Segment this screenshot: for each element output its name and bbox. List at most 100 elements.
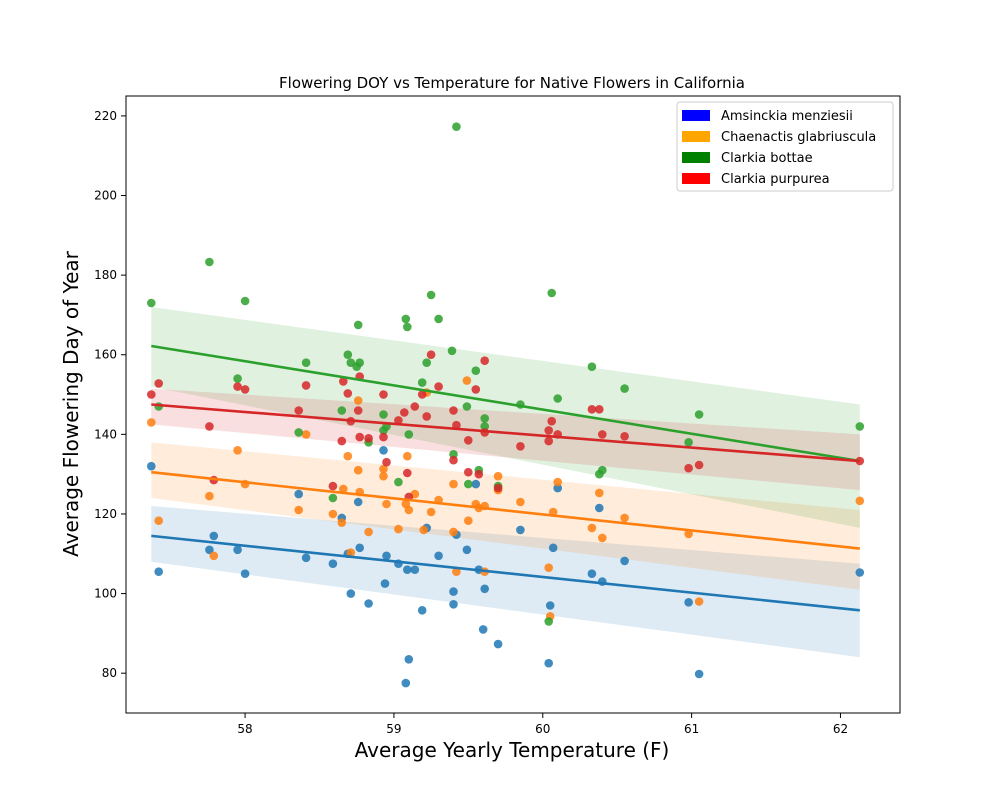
data-point bbox=[209, 551, 219, 561]
data-point bbox=[147, 298, 156, 308]
data-point bbox=[417, 390, 427, 399]
data-point bbox=[404, 655, 414, 664]
data-point bbox=[339, 484, 348, 494]
data-point bbox=[394, 416, 403, 425]
chart-title: Flowering DOY vs Temperature for Native … bbox=[279, 74, 745, 92]
data-point bbox=[422, 358, 432, 368]
data-point bbox=[379, 390, 388, 399]
data-point bbox=[337, 436, 347, 446]
data-point bbox=[684, 463, 693, 473]
data-point bbox=[544, 563, 553, 572]
data-point bbox=[449, 450, 458, 459]
y-tick-label: 220 bbox=[94, 109, 117, 123]
plot-area-frame bbox=[125, 95, 901, 714]
data-point bbox=[694, 669, 704, 679]
data-point bbox=[301, 381, 311, 390]
data-point bbox=[401, 314, 411, 324]
data-point bbox=[355, 543, 365, 553]
data-point bbox=[301, 358, 311, 368]
data-point bbox=[493, 483, 503, 493]
data-point bbox=[471, 479, 481, 489]
data-point bbox=[595, 405, 604, 414]
x-tick-label: 59 bbox=[386, 722, 401, 736]
data-point bbox=[147, 418, 156, 427]
data-point bbox=[587, 569, 597, 578]
data-point bbox=[426, 290, 436, 300]
data-point bbox=[382, 499, 391, 509]
data-point bbox=[548, 543, 558, 553]
data-point bbox=[516, 442, 525, 451]
data-point bbox=[209, 531, 219, 541]
data-point bbox=[595, 503, 604, 513]
data-point bbox=[587, 523, 597, 533]
data-point bbox=[147, 390, 156, 399]
series-points-clarkia-purpurea bbox=[147, 350, 865, 502]
data-point bbox=[434, 551, 443, 561]
data-point bbox=[545, 601, 555, 610]
data-point bbox=[449, 587, 458, 596]
data-point bbox=[464, 479, 473, 489]
legend-swatch-chaenactis-glabriuscula bbox=[682, 131, 710, 142]
data-point bbox=[547, 288, 556, 298]
data-point bbox=[353, 406, 363, 415]
data-point bbox=[620, 513, 629, 523]
data-point bbox=[328, 481, 338, 491]
data-point bbox=[403, 468, 412, 478]
data-point bbox=[452, 122, 461, 131]
regression-lines bbox=[151, 344, 861, 612]
data-point bbox=[328, 509, 338, 519]
data-point bbox=[620, 432, 629, 441]
data-point bbox=[598, 465, 607, 475]
confidence-band-chaenactis-glabriuscula bbox=[151, 442, 860, 590]
legend-label-amsinckia-menziesii: Amsinckia menziesii bbox=[721, 109, 853, 124]
data-point bbox=[382, 457, 391, 467]
legend-label-clarkia-bottae: Clarkia bottae bbox=[721, 151, 813, 166]
data-point bbox=[684, 598, 693, 607]
confidence-bands bbox=[151, 306, 860, 658]
data-point bbox=[353, 320, 363, 330]
legend-swatch-amsinckia-menziesii bbox=[682, 110, 710, 121]
data-point bbox=[462, 545, 472, 555]
data-point bbox=[410, 402, 420, 411]
data-point bbox=[474, 469, 484, 479]
y-tick-label: 180 bbox=[94, 268, 117, 282]
confidence-band-clarkia-purpurea bbox=[151, 388, 860, 491]
data-point bbox=[516, 497, 525, 507]
data-point bbox=[343, 389, 353, 398]
data-point bbox=[694, 460, 704, 470]
confidence-band-clarkia-bottae bbox=[151, 306, 860, 528]
data-point bbox=[449, 406, 458, 415]
data-point bbox=[394, 524, 403, 534]
data-point bbox=[449, 455, 458, 465]
data-point bbox=[379, 432, 388, 442]
data-point bbox=[364, 599, 373, 608]
data-point bbox=[516, 525, 525, 535]
data-point bbox=[434, 382, 443, 391]
data-point bbox=[478, 625, 488, 634]
data-point bbox=[339, 377, 348, 386]
data-point bbox=[337, 406, 347, 415]
data-point bbox=[471, 385, 481, 394]
data-point bbox=[587, 362, 597, 372]
y-tick-label: 160 bbox=[94, 348, 117, 362]
data-point bbox=[403, 322, 412, 332]
data-point bbox=[346, 548, 356, 557]
data-point bbox=[449, 600, 458, 609]
x-tick-label: 62 bbox=[833, 722, 848, 736]
data-point bbox=[364, 527, 373, 537]
data-point bbox=[379, 471, 388, 481]
data-point bbox=[598, 533, 607, 543]
data-point bbox=[595, 488, 604, 498]
data-point bbox=[855, 496, 865, 506]
data-point bbox=[426, 507, 436, 517]
data-point bbox=[620, 384, 629, 393]
data-point bbox=[426, 350, 436, 360]
data-point bbox=[328, 559, 338, 568]
data-point bbox=[403, 451, 412, 461]
data-point bbox=[452, 567, 461, 576]
data-point bbox=[464, 436, 473, 445]
data-point bbox=[240, 569, 250, 578]
data-point bbox=[544, 658, 553, 668]
data-point bbox=[205, 422, 214, 431]
